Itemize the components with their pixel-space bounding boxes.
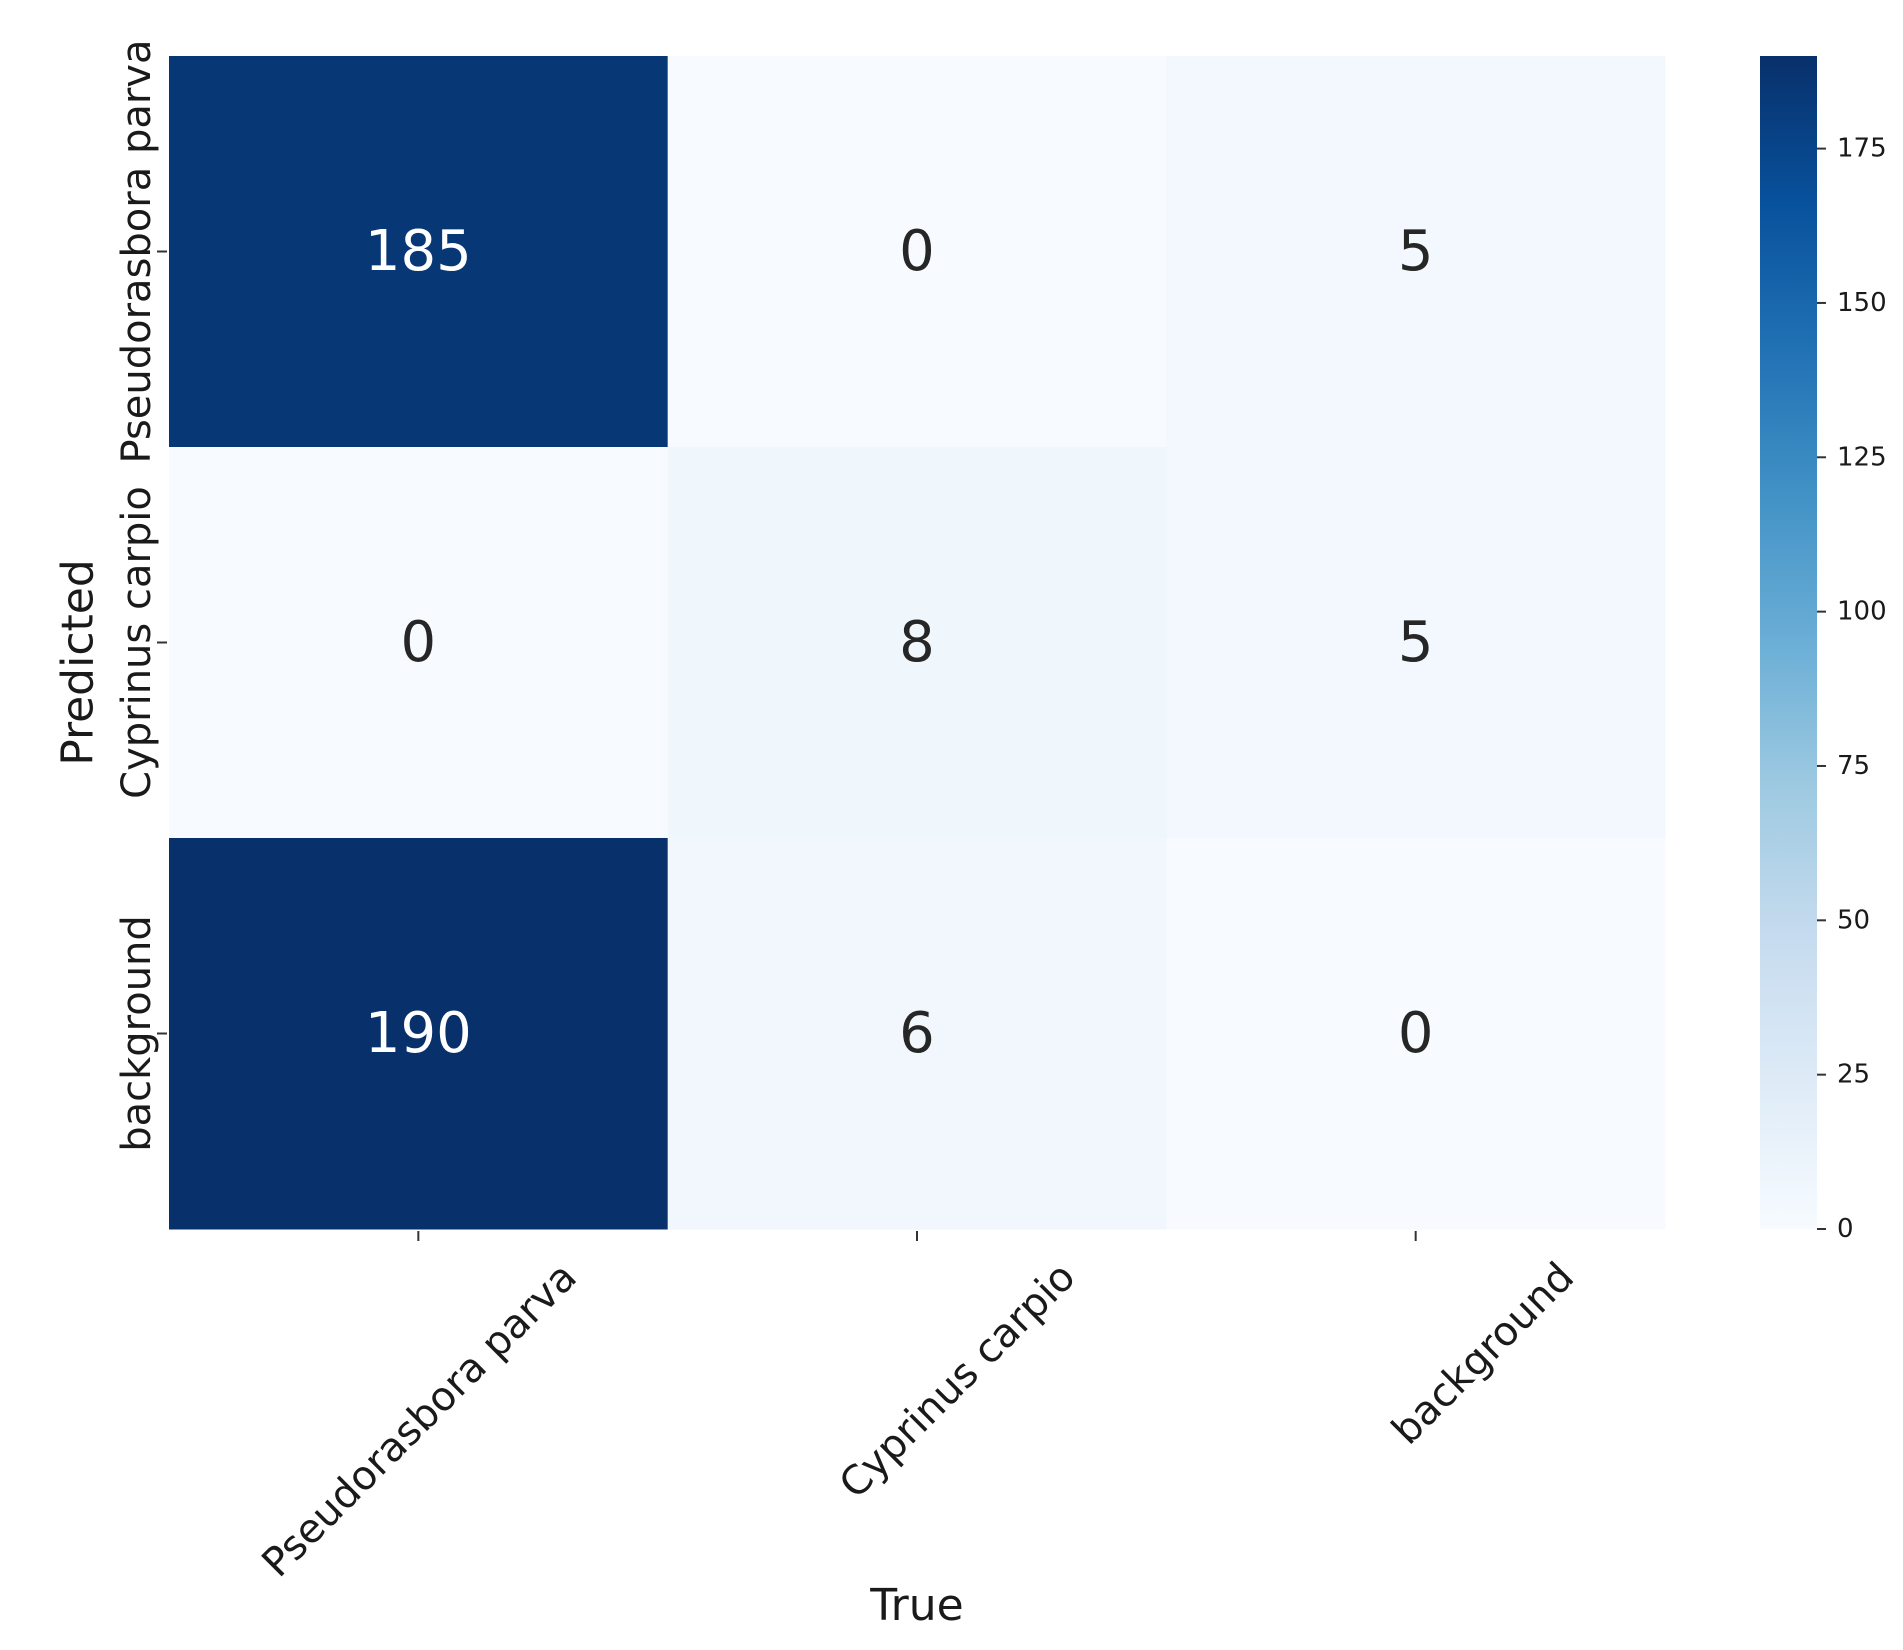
colorbar-tick-label: 25 xyxy=(1837,1060,1870,1090)
heatmap-cell xyxy=(1166,838,1666,1230)
cell-value-label: 0 xyxy=(401,610,437,675)
y-tick-label: Cyprinus carpio xyxy=(114,486,160,799)
colorbar-ticks: 0 25 50 75 100 125 150 175 xyxy=(1817,134,1887,1244)
y-axis-ticks: Pseudorasbora parva Cyprinus carpio backgr… xyxy=(114,40,167,1152)
cell-value-label: 185 xyxy=(365,219,472,284)
colorbar-tick-label: 100 xyxy=(1837,597,1887,627)
cell-value-label: 5 xyxy=(1398,219,1434,284)
heatmap-cell xyxy=(169,56,669,448)
heatmap-cell xyxy=(169,838,669,1230)
heatmap-cell xyxy=(1166,447,1666,839)
x-tick-label: Pseudorasbora parva xyxy=(253,1254,585,1586)
colorbar-tick-label: 0 xyxy=(1837,1214,1854,1244)
y-axis-label: Predicted xyxy=(53,559,104,766)
y-tick-label: Pseudorasbora parva xyxy=(114,40,160,464)
cell-value-label: 0 xyxy=(1398,1001,1434,1066)
colorbar-tick-label: 75 xyxy=(1837,751,1870,781)
x-axis-ticks: Pseudorasbora parva Cyprinus carpio backgr… xyxy=(253,1231,1583,1586)
colorbar xyxy=(1760,56,1817,1229)
heatmap-cell xyxy=(667,56,1167,448)
x-axis-label: True xyxy=(869,1580,963,1631)
heatmap-cell xyxy=(1166,56,1666,448)
heatmap-cell-labels: 185 0 5 0 8 5 190 6 0 xyxy=(365,219,1434,1066)
cell-value-label: 0 xyxy=(899,219,935,284)
x-tick-label: Cyprinus carpio xyxy=(831,1254,1085,1508)
colorbar-tick-label: 125 xyxy=(1837,442,1887,472)
heatmap-cell xyxy=(169,447,669,839)
heatmap-cell xyxy=(667,447,1167,839)
cell-value-label: 8 xyxy=(899,610,935,675)
heatmap-cells xyxy=(169,56,1666,1230)
cell-value-label: 5 xyxy=(1398,610,1434,675)
colorbar-tick-label: 175 xyxy=(1837,134,1887,164)
y-tick-label: background xyxy=(114,915,160,1152)
heatmap-cell xyxy=(667,838,1167,1230)
cell-value-label: 6 xyxy=(899,1001,935,1066)
x-tick-label: background xyxy=(1383,1254,1583,1454)
colorbar-tick-label: 150 xyxy=(1837,288,1887,318)
cell-value-label: 190 xyxy=(365,1001,472,1066)
colorbar-tick-label: 50 xyxy=(1837,905,1870,935)
